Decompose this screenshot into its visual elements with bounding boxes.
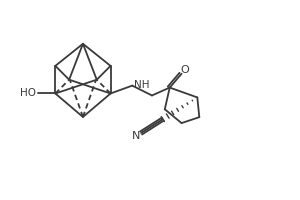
Text: NH: NH <box>134 80 150 90</box>
Text: O: O <box>180 65 189 75</box>
Text: N: N <box>132 131 140 141</box>
Text: HO: HO <box>20 88 36 98</box>
